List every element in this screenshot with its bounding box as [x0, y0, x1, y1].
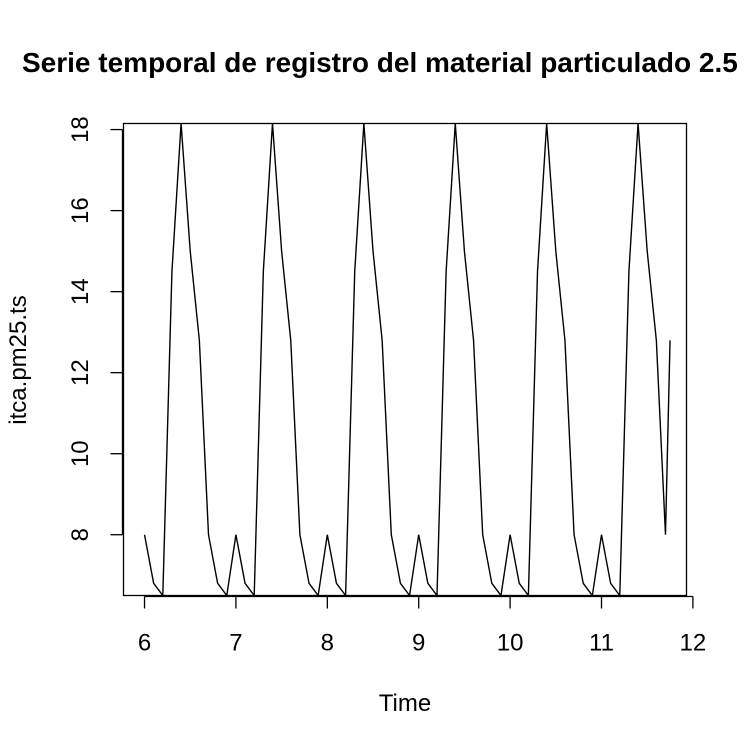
y-axis-label: itca.pm25.ts	[5, 295, 32, 424]
x-tick-label: 11	[589, 630, 614, 657]
y-tick-label: 12	[67, 359, 94, 386]
chart-title: Serie temporal de registro del material …	[22, 47, 738, 78]
x-tick-label: 8	[321, 630, 334, 657]
x-tick-label: 12	[680, 630, 707, 657]
y-tick-label: 14	[67, 278, 94, 305]
x-axis: 6 7 8 9 10 11 12	[138, 595, 707, 657]
pm25-series-line	[143, 123, 671, 598]
plot-frame	[122, 122, 688, 597]
y-tick-label: 10	[67, 440, 94, 467]
x-tick-label: 7	[229, 630, 242, 657]
x-tick-label: 6	[138, 630, 151, 657]
x-tick-label: 10	[497, 630, 524, 657]
x-tick-label: 9	[412, 630, 425, 657]
y-tick-label: 8	[67, 528, 94, 541]
x-axis-label: Time	[379, 690, 431, 717]
y-tick-label: 18	[67, 116, 94, 143]
y-axis: 8 10 12 14 16 18	[67, 116, 124, 541]
y-tick-label: 16	[67, 197, 94, 224]
